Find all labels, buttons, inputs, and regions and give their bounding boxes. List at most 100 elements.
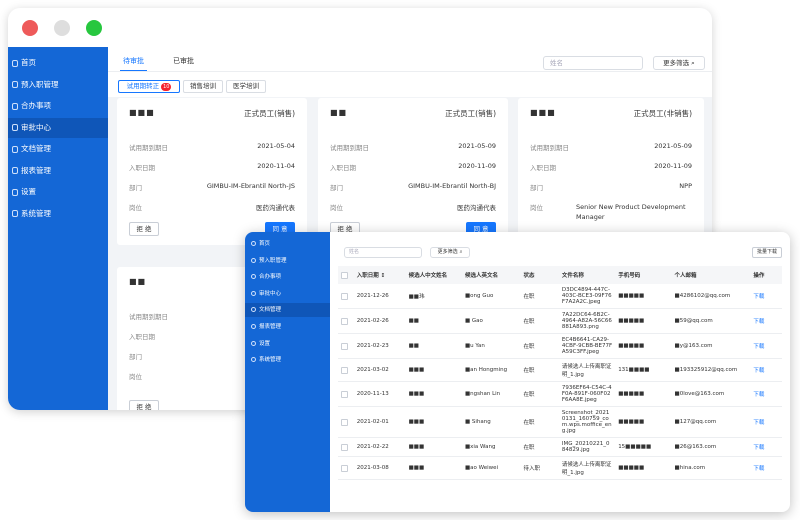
column-header: 状态 xyxy=(520,266,559,284)
checkbox[interactable] xyxy=(341,366,348,374)
checkbox[interactable] xyxy=(341,418,348,426)
search-box[interactable]: 姓名 xyxy=(344,247,422,258)
card-type: 正式员工(销售) xyxy=(445,109,496,118)
card-button[interactable]: 拒 绝 xyxy=(129,400,159,410)
field-value: 医药沟通代表 xyxy=(256,204,295,212)
card-type: 正式员工(非销售) xyxy=(633,109,692,118)
download-link[interactable]: 下载 xyxy=(750,284,782,309)
field-label: 部门 xyxy=(530,184,543,192)
table-row: 2021-03-02 ■■■ ■an Hongming 在职 请候选人上传离职证明_1.… xyxy=(338,358,782,382)
table-cell: ■■■■■ xyxy=(615,308,672,334)
menu-item[interactable]: 合办事项 xyxy=(8,96,108,116)
table-cell: 在职 xyxy=(520,284,559,309)
table-cell: 待入职 xyxy=(520,456,559,480)
card-type: 正式员工(销售) xyxy=(244,109,295,118)
download-link[interactable]: 下载 xyxy=(750,333,782,359)
field-label: 部门 xyxy=(129,184,142,192)
menu-label: 报表管理 xyxy=(259,324,282,330)
table-cell: ■■■■■ xyxy=(615,406,672,438)
menu-item[interactable]: 合办事项 xyxy=(245,270,330,284)
tab[interactable]: 待审批 xyxy=(120,56,147,71)
checkbox[interactable] xyxy=(341,390,348,398)
menu-item[interactable]: 审批中心 xyxy=(8,117,108,138)
table-cell: ■■■ xyxy=(405,456,462,480)
menu-label: 系统管理 xyxy=(21,208,51,218)
tab[interactable]: 已审批 xyxy=(173,57,194,65)
window-button[interactable] xyxy=(22,20,38,36)
table-cell: ■■玮 xyxy=(405,284,462,309)
field-value: 2020-11-04 xyxy=(257,162,295,170)
filter-button[interactable]: 更多筛选 ⌕ xyxy=(653,56,705,70)
window-button[interactable] xyxy=(86,20,102,36)
menu-label: 预入职管理 xyxy=(21,79,59,89)
checkbox-cell xyxy=(338,333,354,359)
window-button[interactable] xyxy=(54,20,70,36)
table-cell: ■hina.com xyxy=(671,456,751,480)
checkbox[interactable] xyxy=(341,292,348,300)
menu-item[interactable]: 首页 xyxy=(8,53,108,73)
menu-label: 合办事项 xyxy=(21,101,51,110)
menu-label: 文档管理 xyxy=(21,144,51,153)
menu-icon xyxy=(12,210,18,217)
checkbox[interactable] xyxy=(341,342,348,350)
sub-tab[interactable]: 试用期转正 10 xyxy=(118,80,180,93)
menu-label: 文档管理 xyxy=(259,307,282,314)
menu-item[interactable]: 设置 xyxy=(8,182,108,202)
menu-label: 设置 xyxy=(21,187,36,196)
table-cell: 在职 xyxy=(520,333,559,359)
checkbox-cell xyxy=(338,266,354,284)
bulk-download-button[interactable]: 批量下载 xyxy=(752,247,782,258)
sub-tab-label: 医学培训 xyxy=(233,82,259,90)
menu-item[interactable]: 报表管理 xyxy=(245,320,330,334)
table-head: 入职日期 ↕ 候选人中文姓名 候选人英文名 状态 文件名称 手机号码 个人邮箱 操作 xyxy=(338,266,782,284)
table-cell: 2021-02-26 xyxy=(353,308,406,334)
download-link[interactable]: 下载 xyxy=(750,358,782,382)
download-link[interactable]: 下载 xyxy=(750,308,782,334)
menu-item[interactable]: 审批中心 xyxy=(245,287,330,301)
menu-item[interactable]: 报表管理 xyxy=(8,161,108,181)
menu-item[interactable]: 预入职管理 xyxy=(8,75,108,95)
menu-label: 首页 xyxy=(259,241,271,247)
menu-item[interactable]: 预入职管理 xyxy=(245,254,330,268)
field-label: 入职日期 xyxy=(330,164,356,172)
filter-button[interactable]: 更多筛选 ⌕ xyxy=(430,247,470,258)
checkbox[interactable] xyxy=(341,464,348,472)
table-cell: 2020-11-13 xyxy=(353,381,406,407)
search-icon: ⌕ xyxy=(459,249,463,255)
checkbox-cell xyxy=(338,308,354,334)
menu-item[interactable]: 首页 xyxy=(245,237,330,251)
search-icon: ⌕ xyxy=(691,59,695,67)
menu-icon xyxy=(12,102,18,110)
sub-tab[interactable]: 医学培训 xyxy=(226,80,266,93)
search-box[interactable]: 姓名 xyxy=(543,56,643,70)
checkbox-cell xyxy=(338,284,354,309)
table-cell: ■■■■■ xyxy=(615,284,672,309)
field-label: 入职日期 xyxy=(129,333,155,341)
field-label: 入职日期 xyxy=(530,164,556,172)
menu-label: 预入职管理 xyxy=(259,257,287,264)
download-link[interactable]: 下载 xyxy=(750,406,782,438)
field-label: 岗位 xyxy=(530,204,543,212)
menu-item[interactable]: 文档管理 xyxy=(245,303,330,318)
menu-item[interactable]: 文档管理 xyxy=(8,139,108,159)
table-cell: ■■■■■ xyxy=(615,333,672,359)
checkbox-cell xyxy=(338,456,354,480)
table-cell: 2021-02-01 xyxy=(353,406,406,438)
download-link[interactable]: 下载 xyxy=(750,456,782,480)
checkbox[interactable] xyxy=(341,443,348,451)
menu-label: 合办事项 xyxy=(259,274,282,281)
download-link[interactable]: 下载 xyxy=(750,381,782,407)
checkbox[interactable] xyxy=(341,271,348,279)
card-button[interactable]: 拒 绝 xyxy=(129,222,159,236)
download-link[interactable]: 下载 xyxy=(750,437,782,457)
table-cell: 在职 xyxy=(520,381,559,407)
menu-icon xyxy=(12,188,18,196)
checkbox[interactable] xyxy=(341,317,348,325)
menu-item[interactable]: 设置 xyxy=(245,337,330,351)
sub-tab[interactable]: 销售培训 xyxy=(183,80,223,93)
card-name: ■■ xyxy=(129,277,147,286)
menu-item[interactable]: 系统管理 xyxy=(245,353,330,367)
menu-label: 审批中心 xyxy=(21,122,51,132)
column-header: 手机号码 xyxy=(615,266,672,284)
menu-item[interactable]: 系统管理 xyxy=(8,204,108,224)
